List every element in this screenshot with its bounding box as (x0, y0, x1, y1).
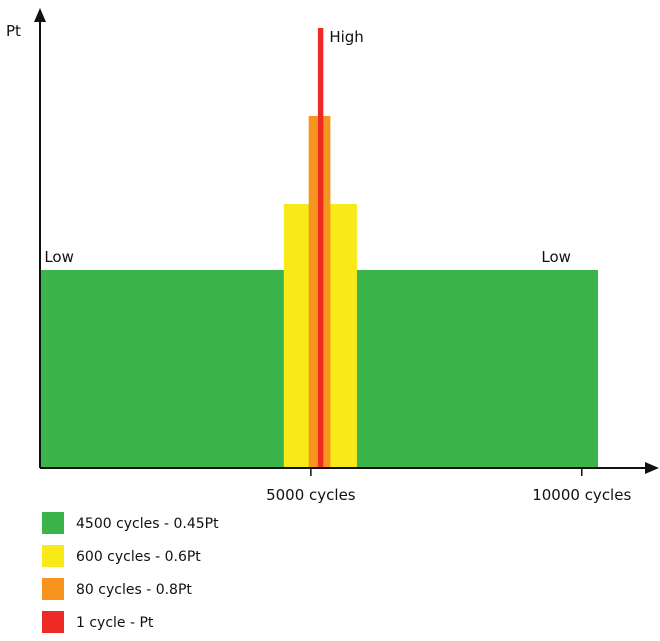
bar-4 (317, 28, 324, 468)
legend-label-3: 80 cycles - 0.8Pt (76, 582, 192, 598)
annotation-low-1: Low (44, 248, 74, 266)
annotations: Low Low High (44, 28, 571, 266)
x-axis-arrowhead (645, 462, 659, 474)
bars-layer (40, 28, 598, 468)
legend: 4500 cycles - 0.45Pt 600 cycles - 0.6Pt 80… (42, 512, 219, 633)
x-ticks: 5000 cycles 10000 cycles (266, 468, 631, 504)
annotation-low-2: Low (541, 248, 571, 266)
legend-label-4: 1 cycle - Pt (76, 615, 154, 631)
y-axis-label: Pt (6, 22, 21, 40)
y-axis-arrowhead (34, 8, 46, 22)
x-tick-label-2: 10000 cycles (532, 486, 631, 504)
axes: Pt (6, 8, 659, 474)
legend-swatch-3 (42, 578, 64, 600)
legend-swatch-4 (42, 611, 64, 633)
legend-label-2: 600 cycles - 0.6Pt (76, 549, 201, 565)
annotation-high-3: High (329, 28, 363, 46)
legend-swatch-1 (42, 512, 64, 534)
x-tick-label-1: 5000 cycles (266, 486, 356, 504)
legend-swatch-2 (42, 545, 64, 567)
legend-label-1: 4500 cycles - 0.45Pt (76, 516, 219, 532)
